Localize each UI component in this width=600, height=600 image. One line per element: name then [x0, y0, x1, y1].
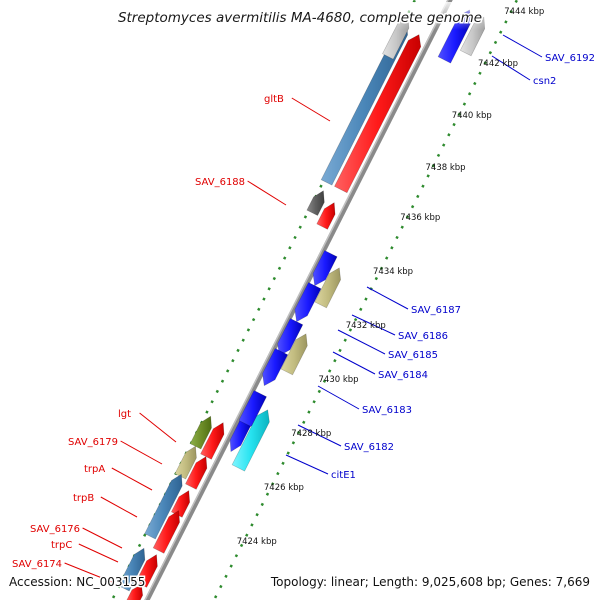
- leader-line-left: [139, 412, 177, 443]
- gene-label-left[interactable]: SAV_6176: [30, 524, 80, 535]
- gene-label-right[interactable]: SAV_6183: [362, 405, 412, 416]
- gene-label-left[interactable]: trpA: [84, 464, 105, 475]
- accession-text: Accession: NC_003155: [9, 575, 145, 589]
- leader-line-right: [351, 314, 396, 336]
- tick-label: 7424 kbp: [237, 537, 277, 547]
- gene-arrow-SAV_6186[interactable]: [294, 282, 322, 323]
- leader-line-left: [111, 467, 153, 491]
- tick-label: 7428 kbp: [291, 429, 331, 439]
- tick-label: 7440 kbp: [452, 111, 492, 121]
- gene-label-right[interactable]: SAV_6184: [378, 370, 428, 381]
- gene-label-left[interactable]: SAV_6174: [12, 559, 62, 570]
- tick-label: 7442 kbp: [478, 59, 518, 69]
- tick-label: 7430 kbp: [319, 375, 359, 385]
- tick-label: 7438 kbp: [426, 163, 466, 173]
- tick-label: 7436 kbp: [400, 213, 440, 223]
- leader-line-right: [285, 454, 329, 475]
- leader-line-left: [291, 97, 331, 122]
- gene-label-right[interactable]: SAV_6186: [398, 331, 448, 342]
- leader-line-left: [100, 496, 138, 518]
- gene-arrow-citE1[interactable]: [231, 409, 270, 472]
- gene-features: [118, 9, 486, 600]
- tick-label: 7434 kbp: [373, 267, 413, 277]
- gene-label-left[interactable]: trpB: [73, 493, 94, 504]
- right-gene-labels: SAV_6192 csn2 SAV_6187 SAV_6186 SAV_6185 SAV_…: [331, 53, 595, 481]
- gene-arrow-SAV_6184-olive[interactable]: [280, 333, 308, 376]
- gene-arrow-bottom-red[interactable]: [126, 584, 144, 600]
- gene-arrow-SAV_6182[interactable]: [229, 420, 251, 453]
- gene-arrow-SAV_6185[interactable]: [277, 318, 304, 357]
- leader-line-right: [317, 385, 360, 410]
- tick-label: 7432 kbp: [346, 321, 386, 331]
- leader-line-left: [82, 527, 123, 549]
- genome-backbone: [144, 0, 453, 600]
- tick-label: 7444 kbp: [504, 7, 544, 17]
- gene-arrow-blue-a[interactable]: [312, 250, 338, 287]
- tick-label: 7426 kbp: [264, 483, 304, 493]
- leader-line-left: [78, 543, 119, 563]
- leader-line-left: [64, 562, 113, 583]
- leader-line-left: [120, 440, 163, 465]
- gene-label-left[interactable]: SAV_6179: [68, 437, 118, 448]
- gene-label-right[interactable]: citE1: [331, 470, 356, 481]
- gene-arrow-SAV_6187[interactable]: [314, 267, 341, 309]
- leader-line-right: [366, 286, 409, 310]
- tick-labels: 7424 kbp 7426 kbp 7428 kbp 7430 kbp 7432 kbp…: [237, 7, 545, 547]
- gene-label-left[interactable]: SAV_6188: [195, 177, 245, 188]
- gene-arrow-SAV_6184[interactable]: [262, 348, 289, 387]
- leader-line-left: [247, 180, 287, 206]
- gene-label-left[interactable]: lgt: [118, 409, 131, 420]
- gene-arrow-SAV_6188[interactable]: [306, 190, 325, 216]
- map-title: Streptomyces avermitilis MA-4680, comple…: [118, 10, 482, 26]
- label-leaders: [64, 34, 543, 583]
- gene-arrow-SAV_6174-red[interactable]: [135, 554, 158, 588]
- title-backdrop: [100, 2, 500, 30]
- gene-arrow-trpC-red[interactable]: [152, 510, 180, 554]
- gene-arrow-trpA-red[interactable]: [185, 456, 208, 490]
- gene-label-left[interactable]: trpC: [51, 540, 72, 551]
- leader-line-right: [337, 329, 386, 355]
- gene-label-right[interactable]: SAV_6187: [411, 305, 461, 316]
- genome-summary-text: Topology: linear; Length: 9,025,608 bp; …: [270, 575, 590, 589]
- tick-track-right: [212, 0, 519, 600]
- gene-arrow-lgt[interactable]: [189, 415, 212, 450]
- leader-line-right: [297, 424, 342, 447]
- leader-line-right: [502, 34, 543, 58]
- gene-label-left[interactable]: gltB: [264, 94, 284, 105]
- leader-line-right: [491, 55, 531, 81]
- leader-line-right: [332, 351, 376, 375]
- gene-arrow-trpB[interactable]: [144, 473, 183, 540]
- gene-arrow-lgt-red[interactable]: [200, 422, 225, 460]
- gene-label-right[interactable]: SAV_6182: [344, 442, 394, 453]
- gene-label-right[interactable]: SAV_6185: [388, 350, 438, 361]
- gene-label-right[interactable]: csn2: [533, 76, 556, 87]
- gene-arrow-SAV_6174[interactable]: [118, 547, 146, 592]
- gene-arrow-SAV_6188-red[interactable]: [316, 202, 336, 230]
- gene-arrow-gltB-fwd[interactable]: [334, 34, 422, 194]
- gene-label-right[interactable]: SAV_6192: [545, 53, 595, 64]
